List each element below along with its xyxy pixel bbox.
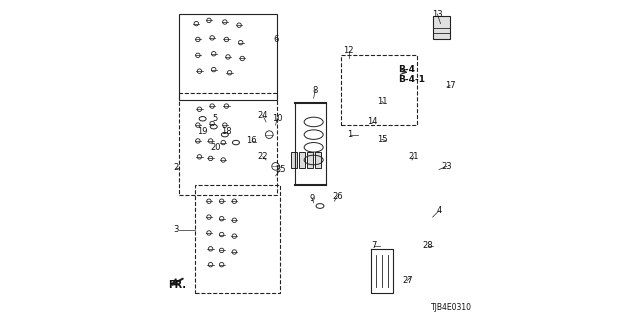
Bar	[433, 16, 450, 39]
Text: B-4: B-4	[397, 65, 415, 74]
Text: 2: 2	[173, 164, 179, 172]
Text: 14: 14	[367, 117, 378, 126]
Text: 3: 3	[173, 225, 179, 234]
Text: 5: 5	[212, 114, 218, 123]
Bar	[307, 152, 313, 168]
Bar	[340, 55, 417, 125]
Text: 1: 1	[348, 130, 353, 139]
Bar	[179, 93, 277, 195]
Text: 20: 20	[210, 143, 221, 152]
Text: 25: 25	[275, 165, 285, 174]
Text: 24: 24	[258, 111, 268, 120]
Text: 28: 28	[422, 241, 433, 250]
Text: FR.: FR.	[168, 280, 186, 290]
Bar	[179, 14, 277, 100]
Bar	[316, 152, 321, 168]
Bar	[195, 185, 280, 293]
Text: 8: 8	[312, 86, 318, 95]
Text: 21: 21	[408, 152, 419, 161]
Text: 16: 16	[246, 136, 257, 146]
Text: 11: 11	[376, 97, 387, 106]
Text: 27: 27	[402, 276, 413, 285]
Bar	[291, 152, 297, 168]
Text: 10: 10	[272, 114, 282, 123]
Text: 22: 22	[258, 152, 268, 161]
Text: 7: 7	[371, 241, 376, 250]
Text: 23: 23	[442, 162, 452, 171]
Text: 19: 19	[197, 127, 208, 136]
Text: 9: 9	[310, 194, 315, 203]
Text: 17: 17	[445, 81, 456, 90]
Text: 12: 12	[343, 46, 354, 55]
Text: B-4-1: B-4-1	[397, 75, 425, 84]
Text: 13: 13	[432, 10, 443, 19]
Text: 4: 4	[436, 206, 442, 215]
Text: 15: 15	[376, 135, 387, 144]
Text: 18: 18	[221, 127, 232, 136]
Text: TJB4E0310: TJB4E0310	[431, 303, 472, 312]
Text: 6: 6	[273, 35, 278, 44]
Bar	[300, 152, 305, 168]
Text: 26: 26	[332, 192, 343, 201]
